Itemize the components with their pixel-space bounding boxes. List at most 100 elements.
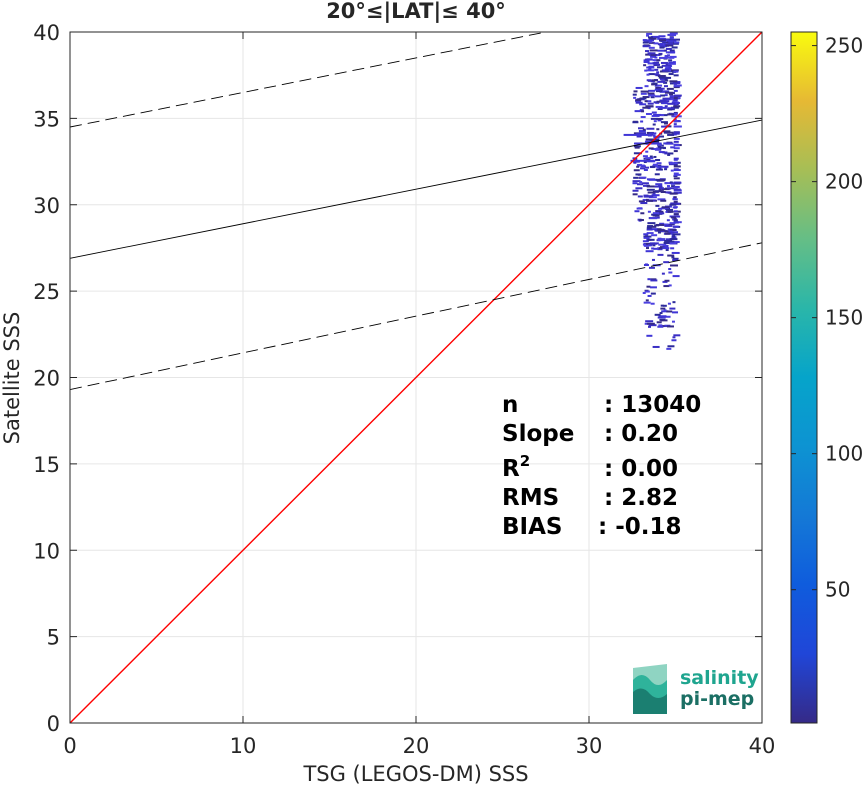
density-cell	[657, 88, 663, 91]
density-cell	[670, 69, 679, 72]
density-cell	[645, 247, 649, 250]
density-cell	[673, 173, 681, 176]
density-cell	[650, 117, 658, 120]
density-cell	[657, 228, 662, 231]
density-cell	[662, 90, 670, 93]
density-cell	[664, 105, 668, 108]
density-cell	[665, 79, 669, 82]
density-cell	[665, 66, 669, 69]
density-cell	[657, 66, 664, 69]
density-cell	[663, 49, 667, 52]
density-cell	[669, 181, 673, 184]
density-cell	[666, 76, 672, 79]
density-cell	[654, 68, 659, 71]
density-cell	[651, 83, 655, 86]
density-cell	[660, 61, 668, 64]
density-cell	[660, 207, 669, 210]
density-cell	[650, 37, 657, 40]
density-cell	[667, 210, 674, 213]
density-cell	[673, 201, 677, 204]
density-cell	[658, 39, 666, 42]
density-cell	[654, 61, 660, 64]
density-cell	[668, 163, 674, 166]
density-cell	[646, 334, 653, 337]
density-cell	[652, 82, 658, 85]
density-cell	[658, 324, 663, 327]
density-cell	[646, 69, 655, 72]
density-cell	[656, 321, 662, 324]
stat-value: : -0.18	[598, 514, 682, 540]
density-cell	[648, 73, 655, 76]
density-cell	[666, 66, 672, 69]
density-cell	[673, 125, 682, 128]
density-cloud	[623, 32, 682, 350]
x-tick-label: 0	[63, 734, 76, 758]
density-cell	[671, 185, 676, 188]
density-cell	[664, 232, 671, 235]
density-cell	[658, 190, 664, 193]
density-cell	[643, 235, 652, 238]
colorbar-tick-label: 250	[825, 34, 863, 58]
density-cell	[650, 242, 658, 245]
density-cell	[671, 231, 679, 234]
density-cell	[647, 238, 655, 241]
density-cell	[653, 247, 659, 250]
density-cell	[667, 133, 675, 136]
density-cell	[647, 225, 654, 228]
density-cell	[642, 128, 646, 131]
y-tick-label: 10	[33, 539, 60, 563]
density-cell	[647, 134, 652, 137]
density-cell	[637, 195, 643, 198]
density-cell	[670, 169, 674, 172]
density-cell	[651, 138, 660, 141]
density-cell	[653, 101, 657, 104]
density-cell	[651, 35, 660, 38]
density-cell	[659, 37, 666, 40]
density-cell	[640, 202, 648, 205]
density-cell	[645, 105, 654, 108]
density-cell	[643, 236, 650, 239]
stat-value: : 2.82	[604, 485, 678, 511]
density-cell	[670, 202, 674, 205]
density-cell	[651, 111, 657, 114]
density-cell	[673, 94, 682, 97]
density-cell	[643, 60, 650, 63]
density-cell	[656, 71, 660, 74]
density-cell	[632, 121, 639, 124]
density-cell	[645, 299, 649, 302]
density-cell	[671, 132, 680, 135]
density-cell	[646, 73, 650, 76]
density-cell	[671, 320, 675, 323]
density-cell	[645, 198, 649, 201]
density-cell	[664, 91, 673, 94]
stats-box: n: 13040 Slope: 0.20 R2: 0.00 RMS: 2.82 BIAS…	[502, 392, 701, 540]
density-cell	[673, 140, 679, 143]
y-tick-label: 20	[33, 367, 60, 391]
density-cell	[664, 168, 668, 171]
density-cell	[642, 240, 649, 243]
density-cell	[650, 96, 655, 99]
density-cell	[658, 35, 666, 38]
density-cell	[669, 34, 677, 37]
density-cell	[669, 93, 674, 96]
density-cell	[648, 266, 655, 269]
density-cell	[658, 56, 667, 59]
density-cell	[669, 95, 674, 98]
density-cell	[663, 142, 672, 145]
density-cell	[656, 223, 665, 226]
density-cell	[658, 166, 662, 169]
density-cell	[632, 180, 641, 183]
x-tick-label: 30	[576, 734, 603, 758]
axis-ticks: 0 10 20 30 40 0 5 10 15 20 25 30 35 40	[33, 21, 775, 758]
density-cell	[658, 53, 662, 56]
density-cell	[641, 110, 645, 113]
density-cell	[673, 147, 680, 150]
density-cell	[639, 109, 644, 112]
density-cell	[640, 212, 645, 215]
density-cell	[673, 81, 681, 84]
density-cell	[635, 187, 643, 190]
density-cell	[664, 78, 668, 81]
density-cell	[673, 123, 677, 126]
density-cell	[639, 132, 647, 135]
density-cell	[654, 190, 661, 193]
